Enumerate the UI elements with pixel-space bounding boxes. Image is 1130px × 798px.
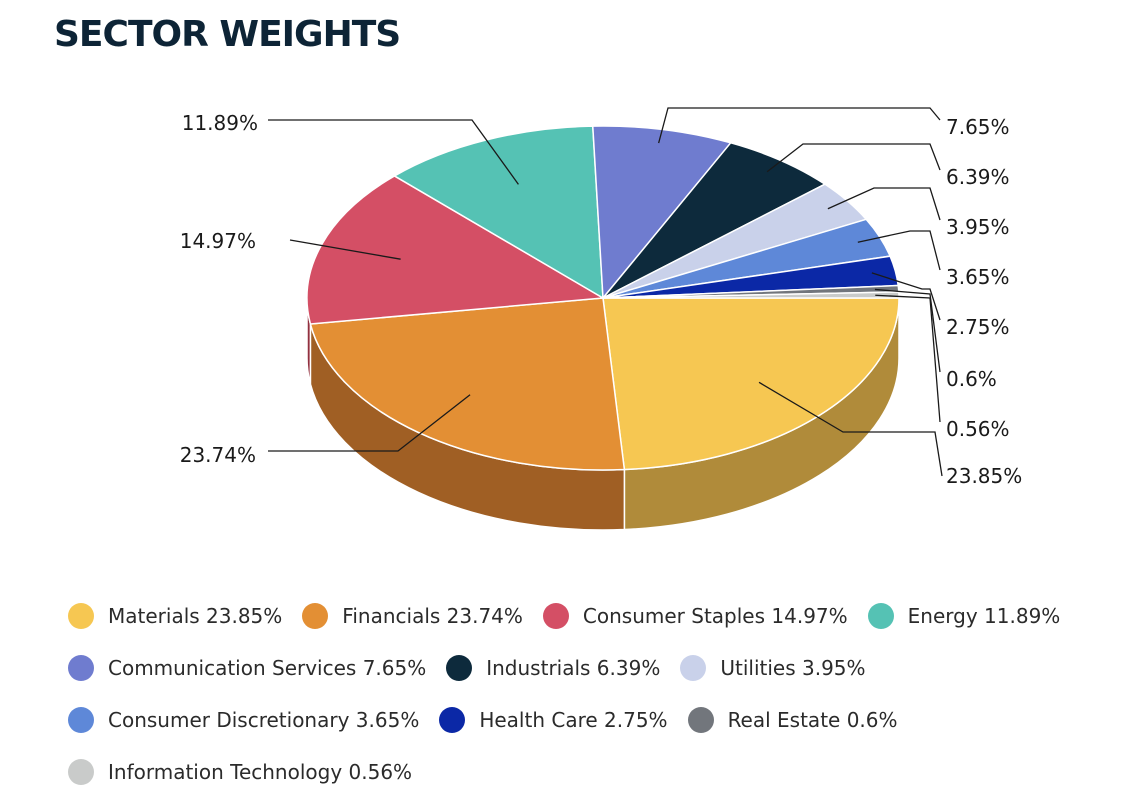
connector-line <box>874 288 941 373</box>
chart-title: SECTOR WEIGHTS <box>54 14 401 55</box>
legend-item[interactable]: Utilities 3.95% <box>680 655 866 681</box>
connector-line <box>268 119 519 185</box>
data-label: 3.95% <box>946 215 1010 239</box>
connector-line <box>871 272 941 321</box>
legend-row: Information Technology 0.56% <box>68 746 1128 798</box>
legend-item[interactable]: Consumer Discretionary 3.65% <box>68 707 419 733</box>
legend-swatch <box>542 603 569 629</box>
pie-slice-financials[interactable] <box>309 297 626 471</box>
legend-label: Financials 23.74% <box>342 604 523 628</box>
legend-label: Energy 11.89% <box>907 604 1061 628</box>
data-label: 14.97% <box>180 229 256 253</box>
connector-line <box>658 107 941 144</box>
pie-slice-energy[interactable] <box>393 125 604 299</box>
data-label: 23.74% <box>180 443 256 467</box>
legend-label: Communication Services 7.65% <box>108 656 427 680</box>
legend-swatch <box>302 603 329 629</box>
legend-label: Industrials 6.39% <box>486 656 661 680</box>
legend-row: Communication Services 7.65% Industrials … <box>68 642 1128 694</box>
legend-swatch <box>68 655 94 681</box>
data-label: 7.65% <box>946 115 1010 139</box>
connector-line <box>758 381 943 477</box>
legend-item[interactable]: Industrials 6.39% <box>446 655 660 681</box>
legend-label: Information Technology 0.56% <box>108 760 413 784</box>
legend-item[interactable]: Communication Services 7.65% <box>68 655 426 681</box>
data-label: 0.6% <box>946 367 997 391</box>
connector-line <box>875 294 941 423</box>
legend-label: Real Estate 0.6% <box>727 708 898 732</box>
connector-line <box>857 230 941 271</box>
pie-slice-consumer-staples[interactable] <box>306 175 604 325</box>
connector-line <box>827 187 941 221</box>
legend-swatch <box>687 707 714 733</box>
data-label: 0.56% <box>946 417 1010 441</box>
legend-label: Materials 23.85% <box>108 604 283 628</box>
legend-item[interactable]: Health Care 2.75% <box>439 707 668 733</box>
legend-row: Consumer Discretionary 3.65% Health Care … <box>68 694 1128 746</box>
pie-slice-communication-services[interactable] <box>592 125 732 299</box>
pie-slice-materials[interactable] <box>602 297 900 471</box>
legend-item[interactable]: Materials 23.85% <box>68 603 282 629</box>
data-label: 23.85% <box>946 464 1022 488</box>
pie-chart: 23.85% 23.74% 14.97% 11.89% 7.65% 6.39% 3.95% 3… <box>180 107 1022 531</box>
legend-swatch <box>867 603 894 629</box>
chart-legend: Materials 23.85% Financials 23.74% Consume… <box>68 590 1128 798</box>
legend-label: Consumer Discretionary 3.65% <box>108 708 420 732</box>
legend-item[interactable]: Real Estate 0.6% <box>687 707 898 733</box>
legend-swatch <box>68 603 94 629</box>
legend-swatch <box>68 707 94 733</box>
legend-row: Materials 23.85% Financials 23.74% Consume… <box>68 590 1128 642</box>
legend-swatch <box>446 655 473 681</box>
legend-label: Consumer Staples 14.97% <box>582 604 848 628</box>
data-label: 11.89% <box>182 111 258 135</box>
legend-item[interactable]: Financials 23.74% <box>302 603 523 629</box>
legend-swatch <box>680 655 707 681</box>
connector-line <box>766 143 941 173</box>
legend-label: Health Care 2.75% <box>479 708 668 732</box>
connector-line <box>289 239 401 260</box>
legend-item[interactable]: Information Technology 0.56% <box>68 759 412 785</box>
data-label: 6.39% <box>946 165 1010 189</box>
legend-swatch <box>68 759 94 785</box>
legend-item[interactable]: Energy 11.89% <box>867 603 1061 629</box>
legend-item[interactable]: Consumer Staples 14.97% <box>542 603 848 629</box>
legend-swatch <box>439 707 466 733</box>
legend-label: Utilities 3.95% <box>720 656 866 680</box>
data-label: 2.75% <box>946 315 1010 339</box>
data-label: 3.65% <box>946 265 1010 289</box>
connector-line <box>268 394 471 452</box>
